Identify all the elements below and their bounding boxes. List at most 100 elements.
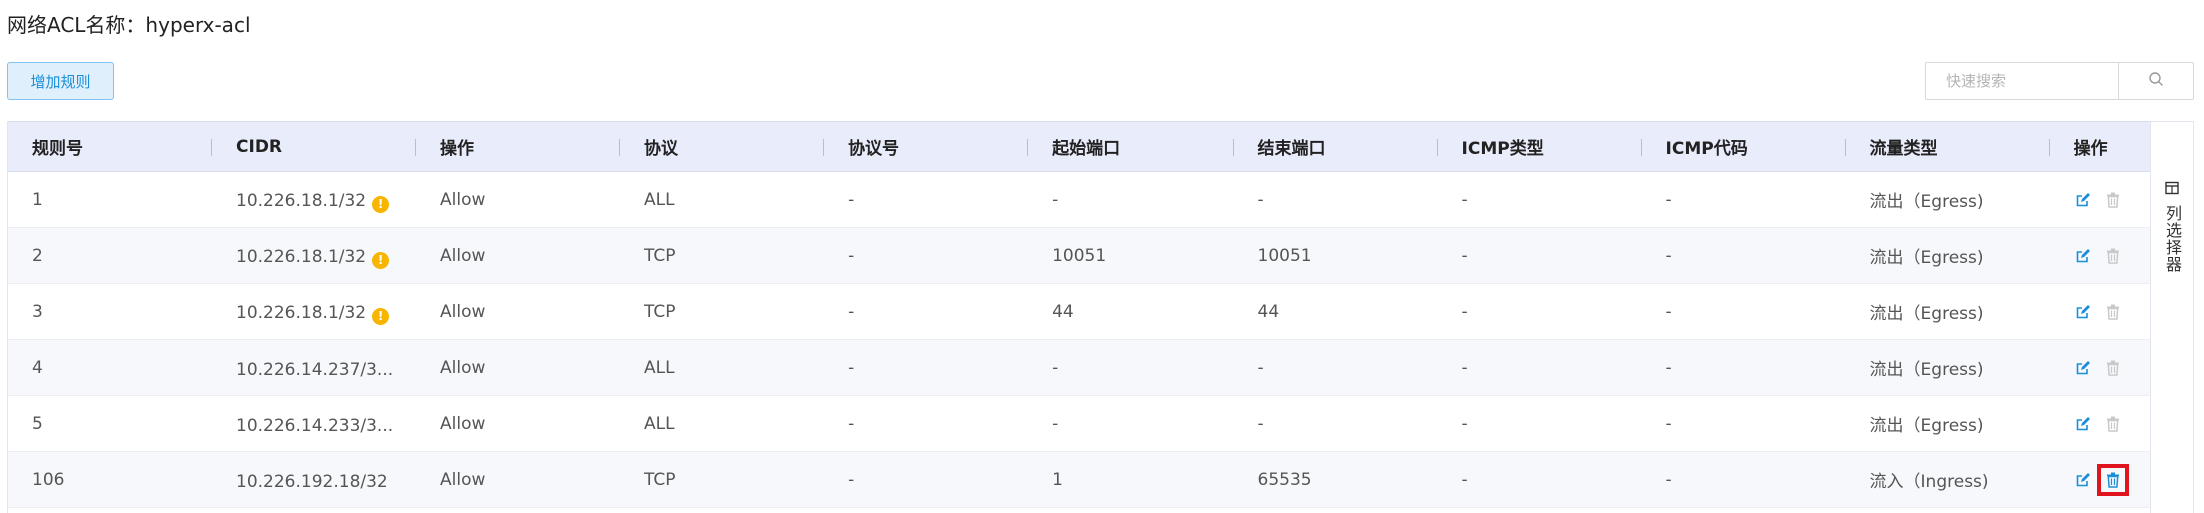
rule-number-cell: 4: [8, 339, 213, 396]
cidr-cell: 10.226.14.237/3...: [212, 339, 417, 396]
row-actions: [2074, 463, 2151, 496]
action-cell: Allow: [416, 171, 621, 228]
row-actions-cell: [2049, 227, 2151, 284]
column-resize-handle[interactable]: [1640, 139, 1642, 156]
row-actions: [2074, 415, 2151, 433]
rule-number-cell: 2: [8, 227, 213, 284]
search-box: [1925, 62, 2194, 100]
rule-number-cell: 106: [8, 451, 213, 508]
action-cell: Allow: [416, 451, 621, 508]
row-actions: [2074, 191, 2151, 209]
column-header: 起始端口: [1028, 121, 1234, 172]
edit-icon[interactable]: [2074, 303, 2092, 321]
warning-icon[interactable]: !: [372, 251, 390, 269]
row-actions-cell: [2049, 339, 2151, 396]
delete-icon[interactable]: [2104, 191, 2122, 209]
row-actions: [2074, 303, 2151, 321]
column-header: ICMP类型: [1437, 121, 1642, 172]
table-row: 1 10.226.18.1/32! Allow ALL - - - - - 流出（Egress): [8, 171, 2151, 228]
column-resize-handle[interactable]: [1027, 139, 1029, 156]
cidr-value: 10.226.18.1/32: [236, 190, 367, 211]
start-port-cell: 10051: [1028, 227, 1234, 284]
warning-icon[interactable]: !: [372, 307, 390, 325]
cidr-value: 10.226.192.18/32: [236, 471, 388, 492]
edit-icon[interactable]: [2074, 247, 2092, 265]
delete-icon[interactable]: [2104, 303, 2122, 321]
traffic-type-cell: 流入（Ingress): [1845, 451, 2050, 508]
protocol-number-cell: -: [824, 227, 1029, 284]
search-button[interactable]: [2118, 63, 2193, 99]
start-port-cell: 1: [1028, 451, 1234, 508]
table-header-row: 规则号 CIDR 操作 协议 协议号 起始端口 结束端口 ICMP类型 ICMP代码 流量类型 操作: [8, 121, 2151, 172]
icmp-type-cell: -: [1437, 451, 1642, 508]
traffic-type-cell: 流出（Egress): [1845, 395, 2050, 452]
column-header-label: 协议号: [848, 139, 900, 159]
row-actions-cell: [2049, 395, 2151, 452]
edit-icon[interactable]: [2074, 471, 2092, 489]
warning-icon[interactable]: !: [372, 195, 390, 213]
edit-icon[interactable]: [2074, 191, 2092, 209]
column-resize-handle[interactable]: [1844, 139, 1846, 156]
traffic-type-cell: 流出（Egress): [1845, 171, 2050, 228]
add-rule-button[interactable]: 增加规则: [7, 62, 114, 100]
rule-number-cell: 5: [8, 395, 213, 452]
delete-icon[interactable]: [2104, 247, 2122, 265]
delete-icon[interactable]: [2096, 463, 2129, 496]
acl-rules-table: 规则号 CIDR 操作 协议 协议号 起始端口 结束端口 ICMP类型 ICMP代码 流量类型 操作…: [7, 121, 2151, 513]
protocol-number-cell: -: [824, 451, 1029, 508]
protocol-number-cell: -: [824, 171, 1029, 228]
delete-icon[interactable]: [2104, 415, 2122, 433]
column-selector-button[interactable]: 列选择器: [2150, 121, 2194, 513]
column-header-label: CIDR: [236, 136, 283, 157]
protocol-number-cell: -: [824, 283, 1029, 340]
action-cell: Allow: [416, 227, 621, 284]
search-input[interactable]: [1926, 63, 2118, 99]
cidr-cell: 10.226.18.1/32!: [212, 171, 417, 228]
row-actions-cell: [2049, 171, 2151, 228]
column-header: 规则号: [8, 121, 213, 172]
column-header: 操作: [2049, 121, 2151, 172]
table-row: 4 10.226.14.237/3... Allow ALL - - - - - 流出（Egres…: [8, 339, 2151, 396]
traffic-type-cell: 流出（Egress): [1845, 227, 2050, 284]
column-resize-handle[interactable]: [619, 139, 621, 156]
column-header-label: ICMP代码: [1665, 139, 1748, 159]
start-port-cell: -: [1028, 171, 1234, 228]
icmp-type-cell: -: [1437, 171, 1642, 228]
action-cell: Allow: [416, 395, 621, 452]
icmp-code-cell: -: [1641, 395, 1846, 452]
table-row: 3 10.226.18.1/32! Allow TCP -44 44- - 流出（Egress…: [8, 283, 2151, 340]
icmp-code-cell: -: [1641, 171, 1846, 228]
page-title: 网络ACL名称：hyperx-acl: [7, 13, 251, 37]
column-resize-handle[interactable]: [823, 139, 825, 156]
cidr-cell: 10.226.18.1/32!: [212, 283, 417, 340]
table-row: 2 10.226.18.1/32! Allow TCP -10051 10051- - 流出（…: [8, 227, 2151, 284]
column-resize-handle[interactable]: [1232, 139, 1234, 156]
protocol-cell: TCP: [620, 451, 825, 508]
icmp-type-cell: -: [1437, 227, 1642, 284]
column-resize-handle[interactable]: [211, 139, 213, 156]
column-header-label: 协议: [644, 139, 679, 159]
cidr-value: 10.226.14.237/3...: [236, 359, 394, 380]
delete-icon[interactable]: [2104, 359, 2122, 377]
column-header: 协议号: [824, 121, 1029, 172]
columns-icon: [2165, 180, 2179, 199]
edit-icon[interactable]: [2074, 415, 2092, 433]
row-actions: [2074, 359, 2151, 377]
table-row: 106 10.226.192.18/32 Allow TCP -1 65535- - 流入（I…: [8, 451, 2151, 508]
protocol-cell: ALL: [620, 171, 825, 228]
icmp-code-cell: -: [1641, 227, 1846, 284]
icmp-code-cell: -: [1641, 339, 1846, 396]
column-resize-handle[interactable]: [1436, 139, 1438, 156]
edit-icon[interactable]: [2074, 359, 2092, 377]
icmp-code-cell: -: [1641, 283, 1846, 340]
column-header-label: 结束端口: [1257, 139, 1326, 159]
action-cell: Allow: [416, 283, 621, 340]
start-port-cell: -: [1028, 395, 1234, 452]
column-header-label: ICMP类型: [1461, 139, 1544, 159]
column-header: CIDR: [212, 121, 417, 172]
end-port-cell: -: [1233, 395, 1438, 452]
column-resize-handle[interactable]: [415, 139, 417, 156]
table-row: 5 10.226.14.233/3... Allow ALL - - - - - 流出（Egres…: [8, 395, 2151, 452]
action-cell: Allow: [416, 339, 621, 396]
column-resize-handle[interactable]: [2048, 139, 2050, 156]
